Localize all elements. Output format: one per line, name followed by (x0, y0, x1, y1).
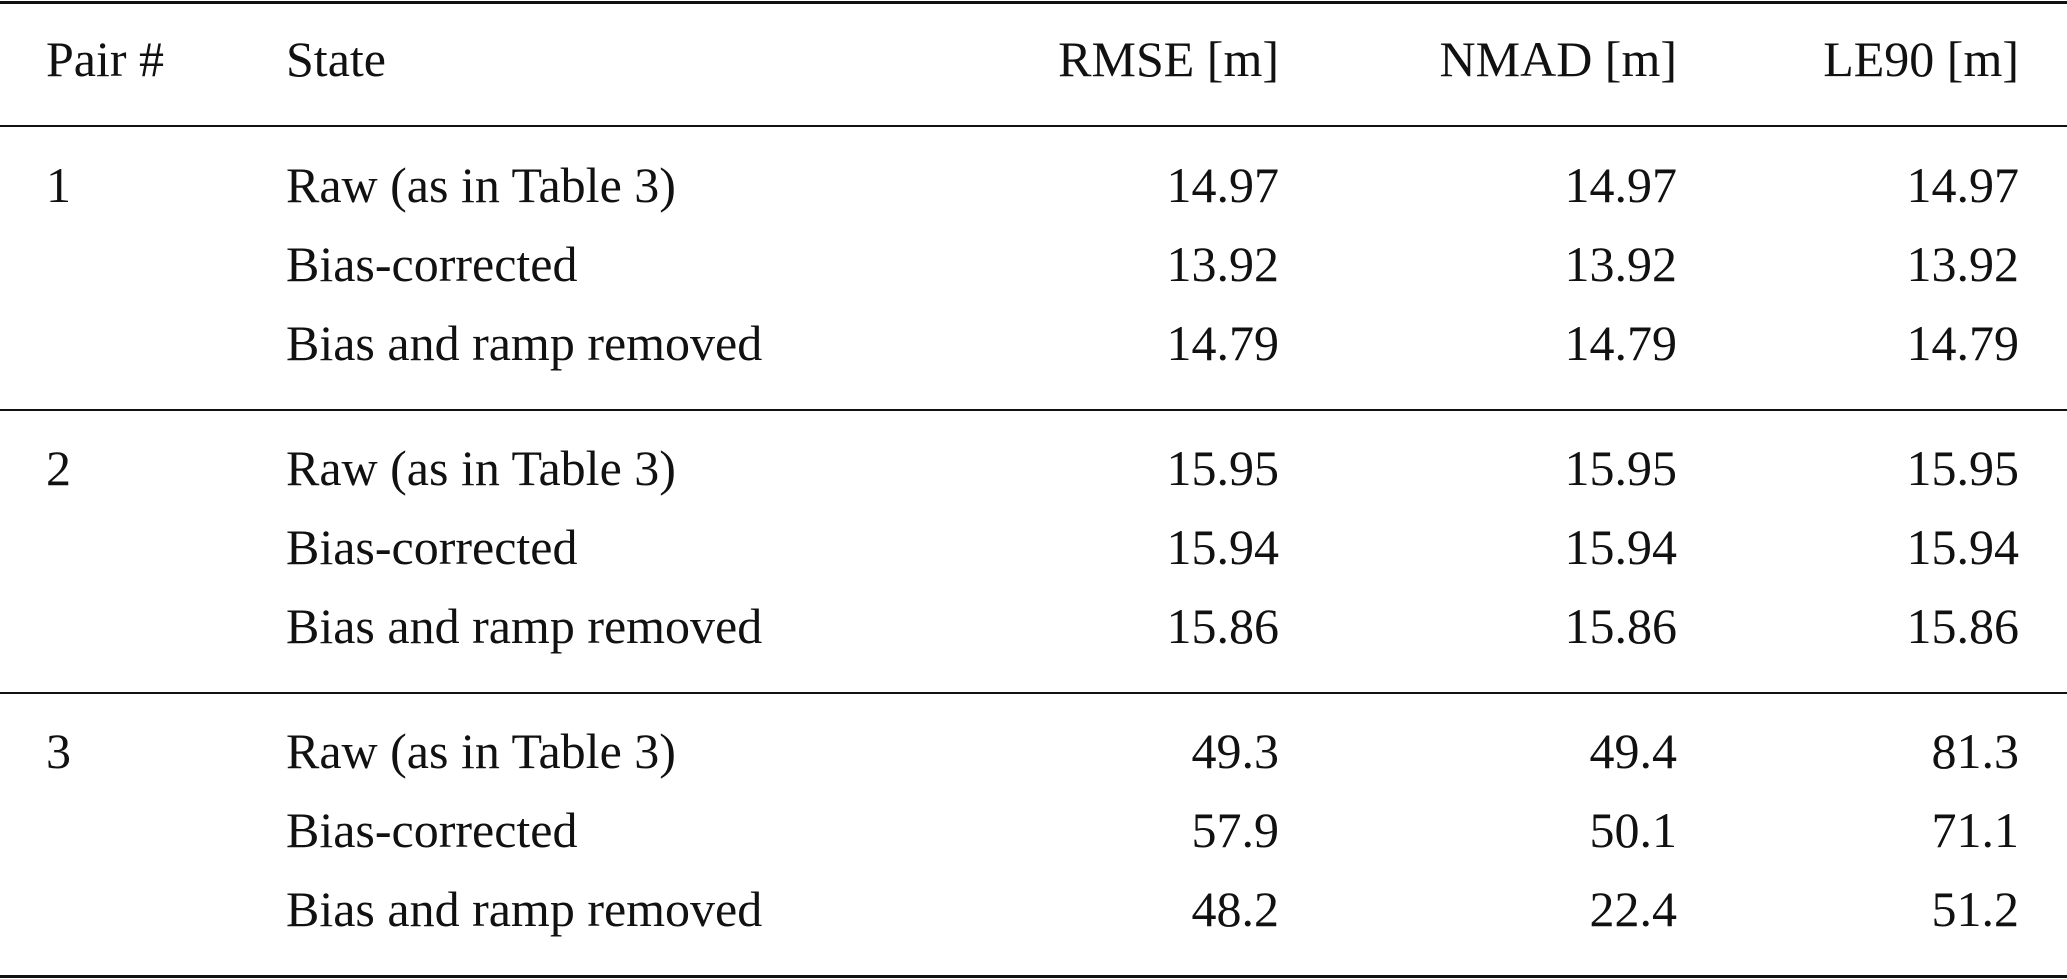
value-cell: 14.79 (1564, 315, 1678, 371)
state-cell: Raw (as in Table 3) (286, 157, 676, 213)
value-cell: 13.92 (1564, 236, 1678, 292)
value-cell: 49.4 (1589, 723, 1678, 779)
value-cell: 49.3 (1191, 723, 1280, 779)
table-rule (0, 409, 2067, 411)
value-cell: 14.79 (1166, 315, 1280, 371)
header-cell: State (286, 31, 386, 87)
value-cell: 15.94 (1166, 519, 1280, 575)
value-cell: 15.94 (1906, 519, 2020, 575)
table-rule (0, 692, 2067, 694)
value-cell: 57.9 (1191, 802, 1280, 858)
header-cell: RMSE [m] (1058, 31, 1279, 87)
value-cell: 15.95 (1906, 440, 2020, 496)
state-cell: Bias and ramp removed (286, 881, 763, 937)
table-rule (0, 975, 2067, 978)
table-rule (0, 125, 2067, 127)
value-cell: 15.95 (1166, 440, 1280, 496)
state-cell: Bias and ramp removed (286, 315, 763, 371)
value-cell: 14.79 (1906, 315, 2020, 371)
value-cell: 13.92 (1906, 236, 2020, 292)
header-cell: Pair # (46, 31, 165, 87)
value-cell: 50.1 (1589, 802, 1678, 858)
value-cell: 22.4 (1589, 881, 1678, 937)
value-cell: 15.95 (1564, 440, 1678, 496)
value-cell: 71.1 (1931, 802, 2020, 858)
state-cell: Raw (as in Table 3) (286, 440, 676, 496)
state-cell: Bias-corrected (286, 236, 578, 292)
value-cell: 15.86 (1906, 598, 2020, 654)
state-cell: Raw (as in Table 3) (286, 723, 676, 779)
value-cell: 15.86 (1166, 598, 1280, 654)
value-cell: 15.94 (1564, 519, 1678, 575)
pair-cell: 1 (46, 157, 71, 213)
state-cell: Bias and ramp removed (286, 598, 763, 654)
value-cell: 13.92 (1166, 236, 1280, 292)
state-cell: Bias-corrected (286, 802, 578, 858)
header-cell: NMAD [m] (1439, 31, 1677, 87)
table-rule (0, 1, 2067, 4)
value-cell: 14.97 (1166, 157, 1280, 213)
state-cell: Bias-corrected (286, 519, 578, 575)
pair-cell: 2 (46, 440, 71, 496)
value-cell: 81.3 (1931, 723, 2020, 779)
pair-cell: 3 (46, 723, 71, 779)
value-cell: 48.2 (1191, 881, 1280, 937)
value-cell: 51.2 (1931, 881, 2020, 937)
header-cell: LE90 [m] (1823, 31, 2019, 87)
value-cell: 15.86 (1564, 598, 1678, 654)
value-cell: 14.97 (1906, 157, 2020, 213)
value-cell: 14.97 (1564, 157, 1678, 213)
